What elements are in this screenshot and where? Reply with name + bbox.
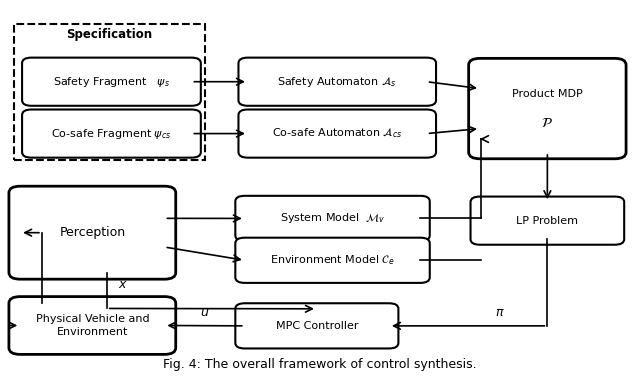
FancyBboxPatch shape [9,186,176,279]
FancyBboxPatch shape [468,58,626,159]
FancyBboxPatch shape [22,110,201,158]
Text: $x$: $x$ [118,278,127,291]
FancyBboxPatch shape [236,303,398,349]
FancyBboxPatch shape [236,238,430,283]
Text: $u$: $u$ [200,306,209,319]
Text: $\mathcal{P}$: $\mathcal{P}$ [541,116,553,129]
FancyBboxPatch shape [9,296,176,355]
FancyBboxPatch shape [239,58,436,106]
FancyBboxPatch shape [236,196,430,241]
FancyBboxPatch shape [239,110,436,158]
Bar [14,24,205,160]
Text: Physical Vehicle and: Physical Vehicle and [35,314,149,324]
Text: Environment Model $\mathcal{C}_e$: Environment Model $\mathcal{C}_e$ [270,254,395,267]
Text: Perception: Perception [60,226,125,239]
FancyBboxPatch shape [470,197,624,245]
Text: Co-safe Fragment $\psi_{cs}$: Co-safe Fragment $\psi_{cs}$ [51,127,172,140]
Text: Fig. 4: The overall framework of control synthesis.: Fig. 4: The overall framework of control… [163,358,477,370]
Text: MPC Controller: MPC Controller [276,321,358,331]
Text: Specification: Specification [67,28,152,41]
Text: Product MDP: Product MDP [512,89,583,99]
Text: Co-safe Automaton $\mathcal{A}_{cs}$: Co-safe Automaton $\mathcal{A}_{cs}$ [272,127,403,140]
FancyBboxPatch shape [22,58,201,106]
Text: $\pi$: $\pi$ [495,306,505,319]
Text: LP Problem: LP Problem [516,216,579,226]
Text: Environment: Environment [56,327,128,337]
Text: Safety Fragment   $\psi_s$: Safety Fragment $\psi_s$ [53,75,170,89]
Text: Safety Automaton $\mathcal{A}_s$: Safety Automaton $\mathcal{A}_s$ [277,75,397,89]
Text: System Model  $\mathcal{M}_v$: System Model $\mathcal{M}_v$ [280,211,385,225]
